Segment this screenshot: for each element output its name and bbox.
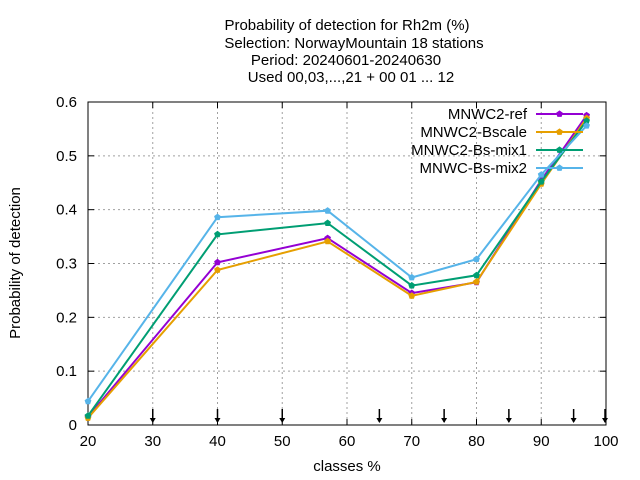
legend-item: MNWC2-Bscale xyxy=(420,124,583,141)
class-marker-arrow xyxy=(570,409,577,423)
x-tick-label: 30 xyxy=(144,433,161,450)
legend-item: MNWC2-ref xyxy=(448,106,583,123)
data-point xyxy=(214,266,221,273)
title-line-1: Probability of detection for Rh2m (%) xyxy=(224,17,469,34)
series-3 xyxy=(84,117,590,419)
data-point xyxy=(408,273,416,281)
legend-item: MNWC2-Bs-mix1 xyxy=(411,142,583,159)
y-tick-label: 0 xyxy=(69,417,77,434)
data-point xyxy=(324,207,331,214)
class-markers xyxy=(149,409,608,423)
chart-title: Probability of detection for Rh2m (%) Se… xyxy=(224,17,483,86)
data-point xyxy=(84,412,92,419)
x-tick-label: 60 xyxy=(339,433,356,450)
title-line-3: Period: 20240601-20240630 xyxy=(251,52,441,69)
x-tick-label: 50 xyxy=(274,433,291,450)
y-tick-label: 0.4 xyxy=(56,202,77,219)
legend-marker xyxy=(556,146,563,153)
x-tick-label: 20 xyxy=(80,433,97,450)
series-layer xyxy=(84,111,590,421)
gridlines xyxy=(88,102,606,425)
class-marker-arrow xyxy=(441,409,448,423)
data-point xyxy=(84,397,92,405)
data-point xyxy=(214,258,221,266)
class-marker-arrow xyxy=(376,409,383,423)
data-point xyxy=(473,278,480,285)
x-tick-label: 90 xyxy=(533,433,550,450)
x-tick-label: 40 xyxy=(209,433,226,450)
legend-marker xyxy=(556,110,563,117)
data-point xyxy=(537,178,545,185)
y-tick-label: 0.5 xyxy=(56,148,77,165)
title-line-4: Used 00,03,...,21 + 00 01 ... 12 xyxy=(248,69,454,86)
legend-label: MNWC2-Bscale xyxy=(420,124,527,141)
data-point xyxy=(214,230,221,238)
y-tick-label: 0.1 xyxy=(56,363,77,380)
data-point xyxy=(583,122,590,129)
legend-label: MNWC2-ref xyxy=(448,106,528,123)
data-point xyxy=(214,213,221,221)
y-tick-label: 0.6 xyxy=(56,94,77,111)
series-4 xyxy=(84,122,590,405)
y-tick-label: 0.3 xyxy=(56,256,77,273)
x-tick-label: 70 xyxy=(403,433,420,450)
class-marker-arrow xyxy=(602,409,608,423)
data-point xyxy=(583,117,590,124)
legend: MNWC2-refMNWC2-BscaleMNWC2-Bs-mix1MNWC-B… xyxy=(411,106,583,177)
y-axis-ticks: 0 0.1 0.2 0.3 0.4 0.5 0.6 xyxy=(56,94,606,434)
legend-label: MNWC2-Bs-mix1 xyxy=(411,142,527,159)
y-tick-label: 0.2 xyxy=(56,309,77,326)
data-point xyxy=(324,219,331,226)
legend-marker xyxy=(556,128,563,135)
x-axis-label: classes % xyxy=(313,458,381,475)
x-axis-ticks: 20 30 40 50 60 70 80 90 100 xyxy=(80,102,619,450)
class-marker-arrow xyxy=(505,409,512,423)
data-point xyxy=(537,171,545,178)
data-point xyxy=(324,237,331,245)
legend-marker xyxy=(556,164,563,171)
data-point xyxy=(473,255,480,263)
data-point xyxy=(408,292,416,299)
legend-item: MNWC-Bs-mix2 xyxy=(420,160,583,177)
data-point xyxy=(408,282,416,289)
x-tick-label: 100 xyxy=(593,433,618,450)
title-line-2: Selection: NorwayMountain 18 stations xyxy=(224,35,483,52)
data-point xyxy=(473,271,480,279)
legend-label: MNWC-Bs-mix2 xyxy=(420,160,527,177)
x-tick-label: 80 xyxy=(468,433,485,450)
y-axis-label: Probability of detection xyxy=(7,187,24,339)
